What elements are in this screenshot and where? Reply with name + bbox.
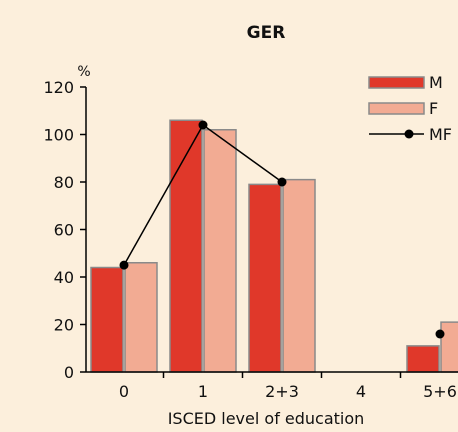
y-tick-label-0: 0 xyxy=(64,363,74,382)
y-tick-label-20: 20 xyxy=(54,316,74,335)
y-tick-label-100: 100 xyxy=(43,126,74,145)
y-tick-label-80: 80 xyxy=(54,173,74,192)
x-tick-label-1: 1 xyxy=(198,382,208,401)
y-tick-label-120: 120 xyxy=(43,78,74,97)
legend-swatch-m xyxy=(368,76,425,89)
legend-label-f: F xyxy=(429,99,438,118)
legend: MF MF xyxy=(368,73,452,144)
mf-point-1 xyxy=(198,120,208,130)
bar-f-1 xyxy=(203,129,237,373)
mf-line-segment xyxy=(202,124,283,183)
axes-layer: 0 20 40 60 80 100 120 0 1 2+3 4 5+6 xyxy=(43,78,458,401)
mf-line-segment xyxy=(123,124,204,266)
bar-m-5+6 xyxy=(406,345,440,373)
legend-marker-mf xyxy=(404,129,414,139)
legend-swatch-f xyxy=(368,102,425,115)
x-tick-label-5+6: 5+6 xyxy=(423,382,457,401)
x-tick-label-4: 4 xyxy=(356,382,366,401)
legend-label-m: M xyxy=(429,73,443,92)
bar-f-5+6 xyxy=(440,321,458,373)
bars-layer xyxy=(90,119,458,373)
x-tick-label-0: 0 xyxy=(119,382,129,401)
mf-point-5+6 xyxy=(435,329,445,339)
y-tick-label-60: 60 xyxy=(54,221,74,240)
y-axis-unit-label: % xyxy=(77,64,90,80)
bar-m-0 xyxy=(90,266,124,373)
x-tick-label-2+3: 2+3 xyxy=(265,382,299,401)
mf-point-2+3 xyxy=(277,177,287,187)
bar-f-2+3 xyxy=(282,178,316,373)
mf-line-layer xyxy=(119,120,445,339)
y-tick-label-40: 40 xyxy=(54,268,74,287)
x-axis-title: ISCED level of education xyxy=(168,409,365,428)
bar-m-1 xyxy=(169,119,203,373)
bar-f-0 xyxy=(124,262,158,373)
mf-point-0 xyxy=(119,260,129,270)
legend-label-mf: MF xyxy=(429,125,452,144)
chart-title: GER xyxy=(247,23,286,43)
bar-m-2+3 xyxy=(248,183,282,373)
